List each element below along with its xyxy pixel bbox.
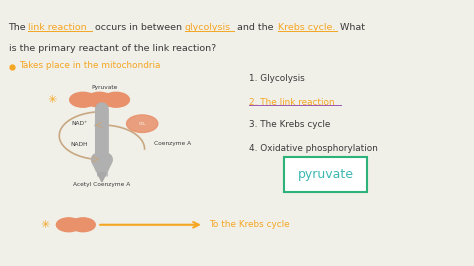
Text: is the primary reactant of the link reaction?: is the primary reactant of the link reac…: [9, 44, 216, 53]
Text: Acetyl Coenzyme A: Acetyl Coenzyme A: [73, 182, 130, 187]
Circle shape: [103, 92, 129, 107]
Text: link reaction: link reaction: [28, 23, 87, 32]
Text: ✳: ✳: [47, 95, 57, 105]
Circle shape: [127, 115, 158, 132]
Text: NADH: NADH: [70, 143, 88, 147]
Text: The: The: [9, 23, 29, 32]
Text: 4. Oxidative phosphorylation: 4. Oxidative phosphorylation: [249, 144, 378, 153]
Text: NAD⁺: NAD⁺: [72, 121, 88, 126]
Text: Takes place in the mitochondria: Takes place in the mitochondria: [19, 61, 160, 70]
Text: 3. The Krebs cycle: 3. The Krebs cycle: [249, 120, 330, 129]
Text: ✳: ✳: [40, 220, 50, 230]
Text: To the Krebs cycle: To the Krebs cycle: [209, 220, 289, 229]
Text: occurs in between: occurs in between: [92, 23, 185, 32]
Circle shape: [86, 92, 113, 107]
Text: and the: and the: [234, 23, 276, 32]
Circle shape: [71, 218, 95, 232]
Text: What: What: [337, 23, 365, 32]
Text: Krebs cycle.: Krebs cycle.: [278, 23, 335, 32]
Text: glycolysis: glycolysis: [185, 23, 231, 32]
Text: 2. The link reaction: 2. The link reaction: [249, 98, 335, 107]
Text: CO₂: CO₂: [138, 122, 146, 126]
Text: Coenzyme A: Coenzyme A: [154, 141, 191, 146]
Text: pyruvate: pyruvate: [298, 168, 354, 181]
Text: Pyruvate: Pyruvate: [91, 85, 118, 90]
Circle shape: [70, 92, 96, 107]
FancyBboxPatch shape: [284, 157, 367, 192]
Circle shape: [56, 218, 81, 232]
Text: 1. Glycolysis: 1. Glycolysis: [249, 74, 305, 84]
